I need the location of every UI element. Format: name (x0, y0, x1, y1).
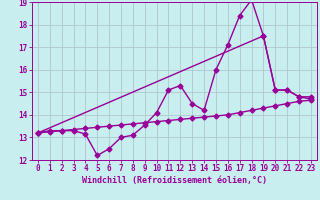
X-axis label: Windchill (Refroidissement éolien,°C): Windchill (Refroidissement éolien,°C) (82, 176, 267, 185)
